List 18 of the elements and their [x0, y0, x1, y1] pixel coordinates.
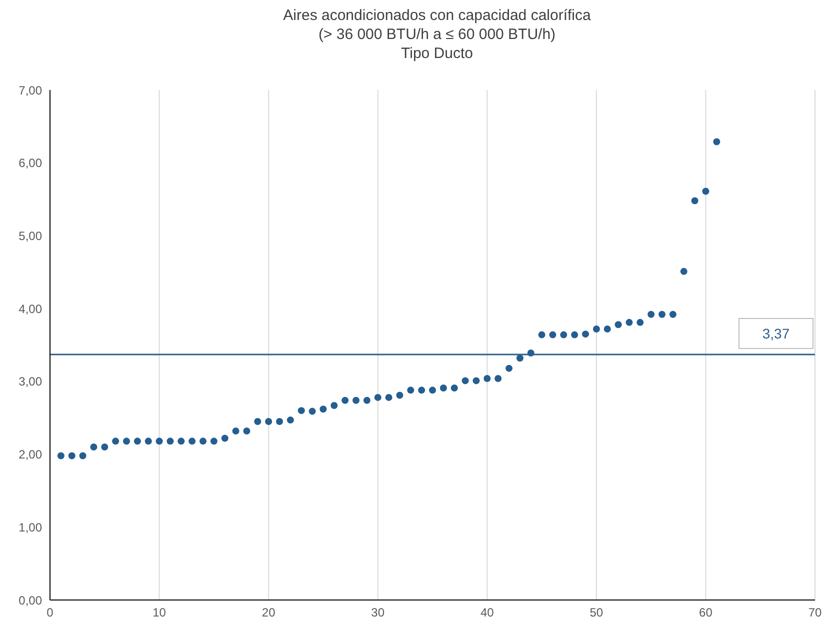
y-tick-label: 4,00 — [18, 302, 42, 316]
x-tick-label: 10 — [152, 606, 166, 620]
y-tick-label: 1,00 — [18, 520, 42, 534]
x-tick-label: 40 — [480, 606, 494, 620]
y-tick-label: 3,00 — [18, 374, 42, 389]
x-tick-label: 0 — [46, 606, 54, 620]
x-tick-label: 30 — [371, 606, 385, 620]
y-tick-label: 7,00 — [18, 83, 42, 98]
x-tick-label: 70 — [808, 606, 822, 620]
y-tick-label: 5,00 — [18, 228, 42, 243]
x-tick-label: 60 — [699, 606, 713, 620]
y-tick-label: 6,00 — [18, 156, 42, 170]
ref-line-label: 3,37 — [762, 325, 790, 342]
y-tick-label: 0,00 — [18, 593, 42, 608]
x-tick-label: 50 — [590, 606, 604, 620]
y-tick-label: 2,00 — [18, 448, 42, 462]
chart-title: Aires acondicionados con capacidad calorífica (> 36 000 BTU/h a ≤ 60 000 BTU/h) Tipo Ducto — [282, 6, 592, 63]
x-tick-label: 20 — [262, 606, 276, 620]
